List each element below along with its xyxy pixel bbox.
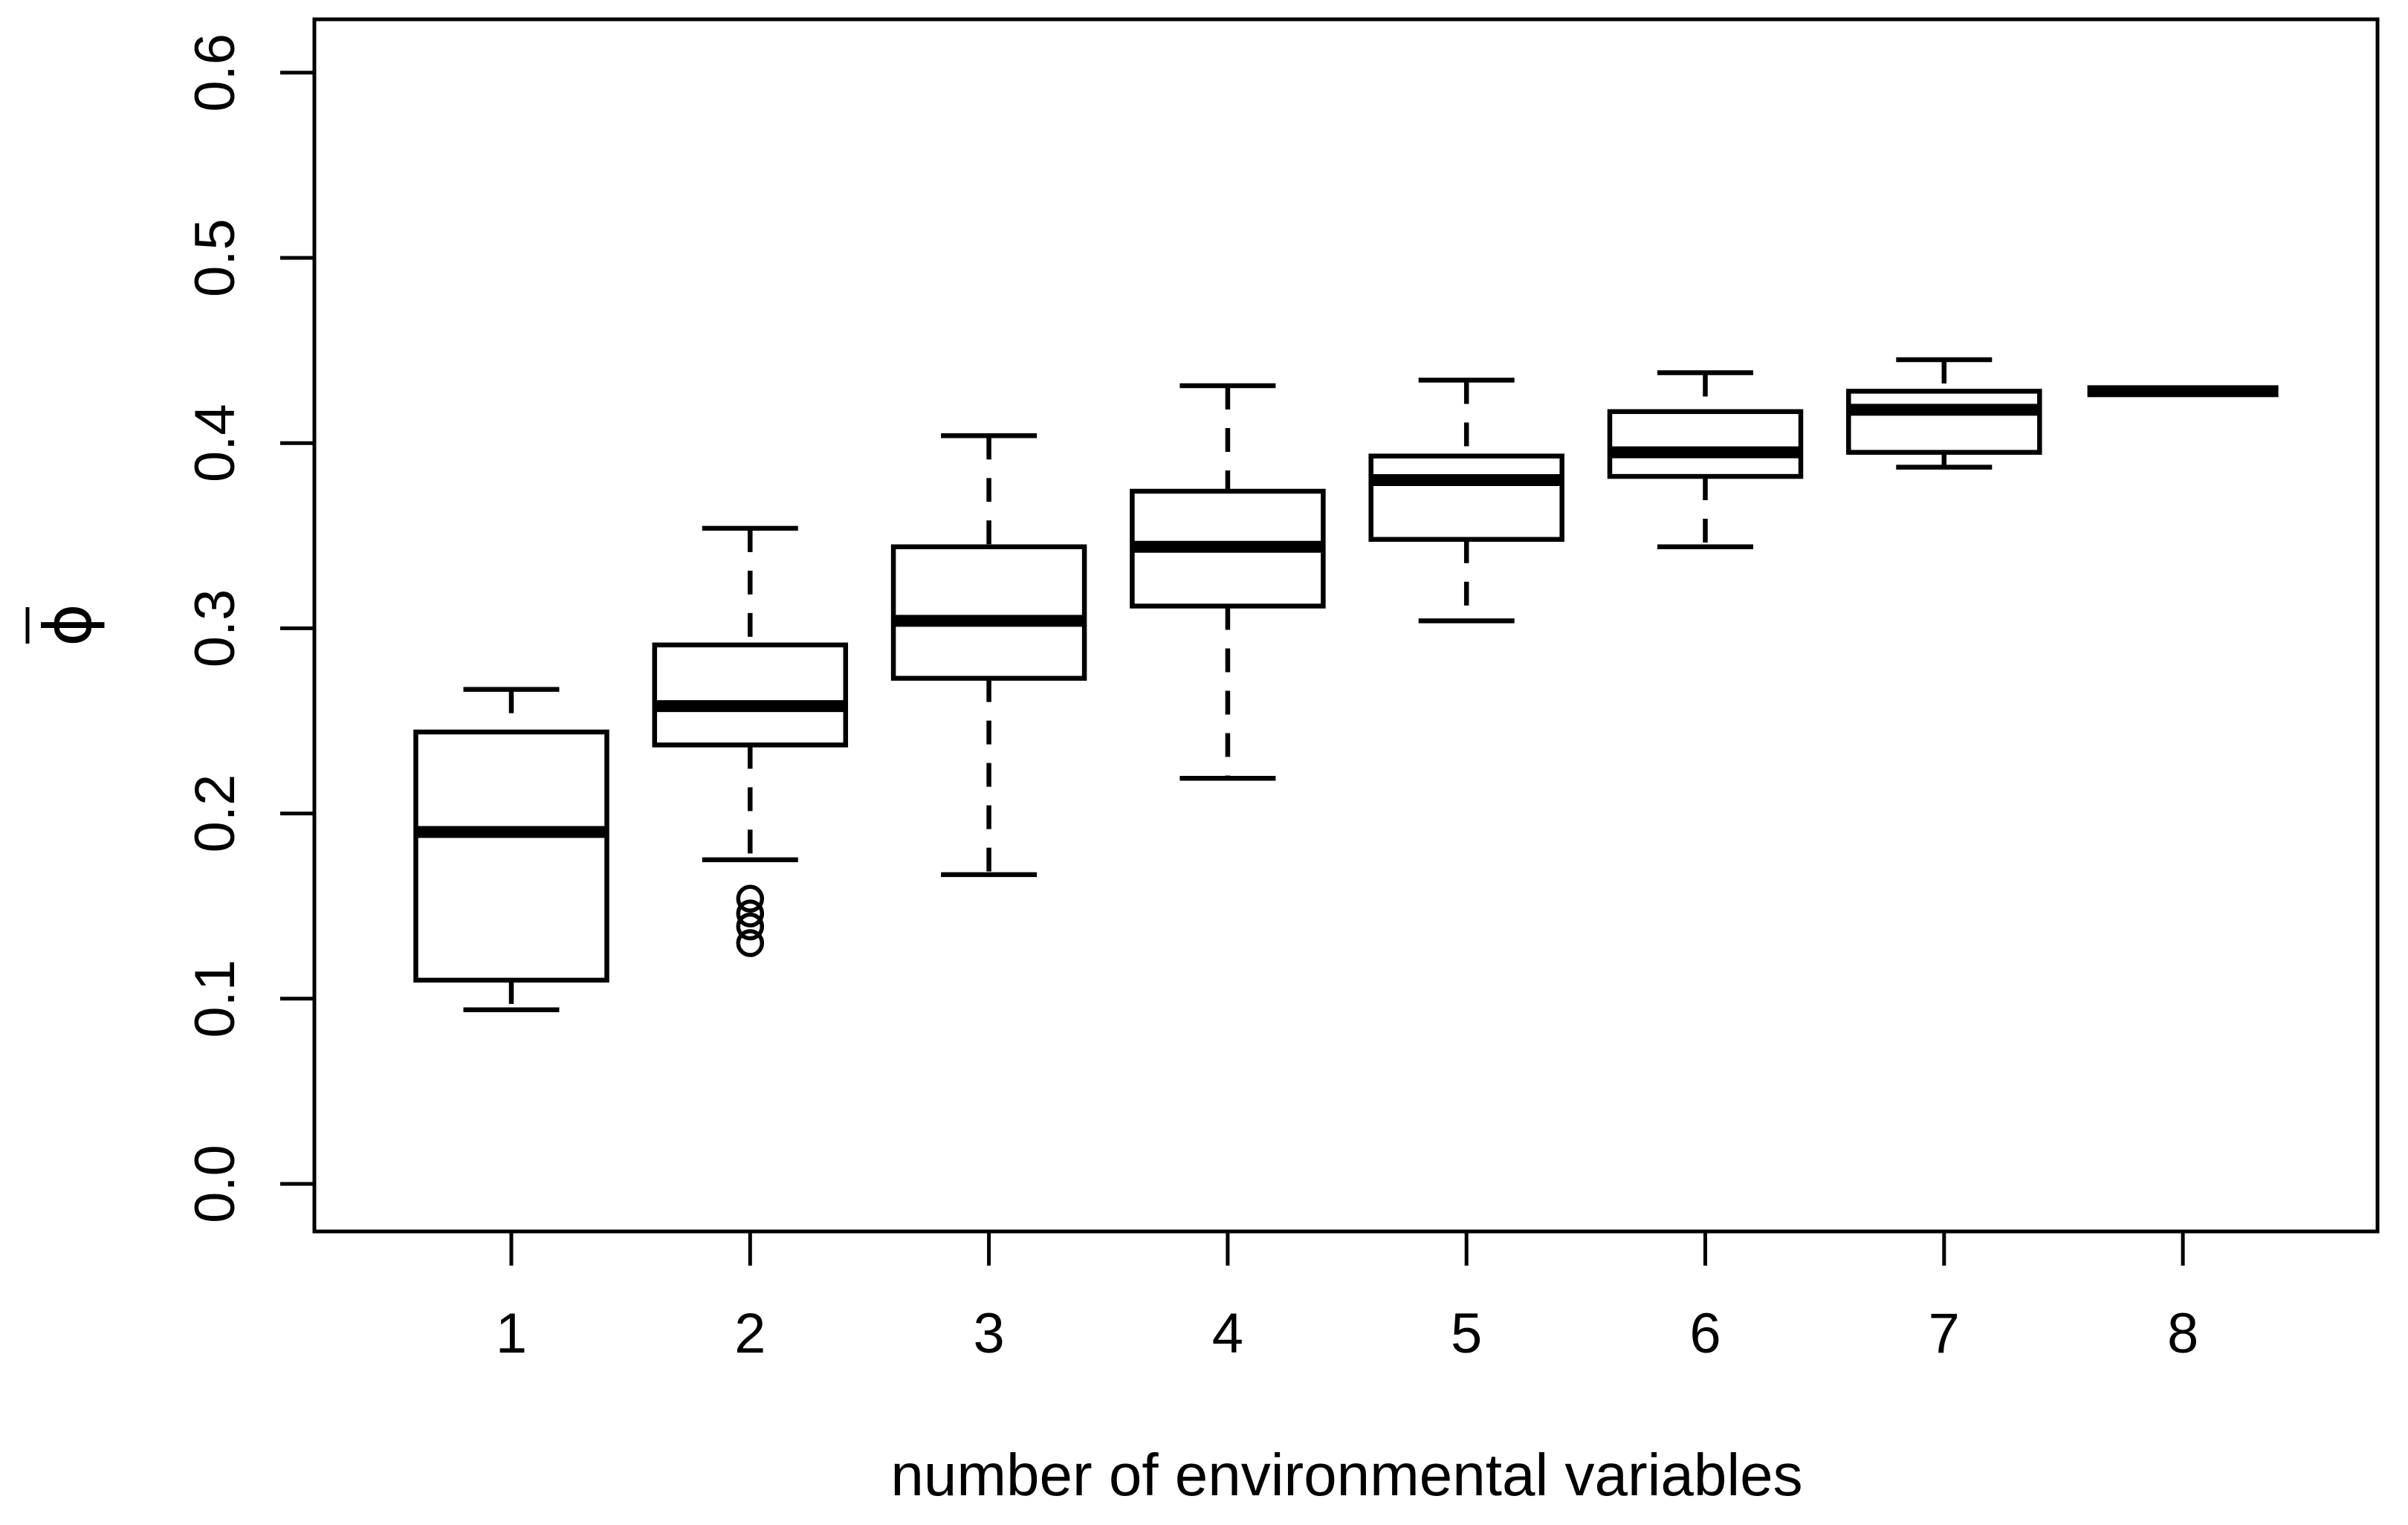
y-axis-tick-label: 0.0 <box>184 1144 247 1223</box>
x-axis-tick-label: 2 <box>734 1302 766 1365</box>
box-group-7 <box>1846 357 2042 470</box>
box-group-5 <box>1368 378 1564 624</box>
y-axis-tick-label: 0.5 <box>184 218 247 297</box>
outlier-point <box>736 899 765 927</box>
iqr-box <box>890 544 1087 681</box>
x-axis-tick-label: 6 <box>1689 1302 1721 1365</box>
iqr-box <box>652 642 849 748</box>
plot-frame <box>312 17 2380 1234</box>
box-group-1 <box>413 687 609 1013</box>
y-axis-tick-label: 0.4 <box>184 404 247 482</box>
outlier-point <box>736 884 765 913</box>
x-axis-tick-label: 4 <box>1212 1302 1243 1365</box>
box-group-4 <box>1130 383 1326 781</box>
box-group-6 <box>1607 370 1804 550</box>
box-group-3 <box>890 433 1087 878</box>
outlier-point <box>736 912 765 941</box>
y-axis-tick-label: 0.3 <box>184 589 247 668</box>
x-axis-tick-label: 1 <box>496 1302 527 1365</box>
outlier-point <box>736 929 765 957</box>
x-axis-tick-label: 7 <box>1929 1302 1960 1365</box>
y-axis-title-group: ϕ <box>25 603 106 647</box>
x-axis-tick-label: 8 <box>2167 1302 2198 1365</box>
y-axis-tick-label: 0.6 <box>184 33 247 112</box>
y-axis-tick-label: 0.1 <box>184 959 247 1038</box>
y-axis-title: ϕ <box>30 603 106 647</box>
x-axis-tick-label: 3 <box>973 1302 1004 1365</box>
y-axis-tick-label: 0.2 <box>184 774 247 853</box>
box-group-2 <box>652 525 849 957</box>
iqr-box <box>1368 453 1564 543</box>
y-axis: 0.0 0.1 0.2 0.3 0.4 0.5 0.6 <box>184 33 314 1223</box>
iqr-box <box>1846 389 2042 455</box>
x-axis-tick-label: 5 <box>1451 1302 1482 1365</box>
boxplot-series <box>413 357 2279 1013</box>
iqr-box <box>1607 409 1804 479</box>
x-axis: 1 2 3 4 5 6 7 8 <box>496 1231 2198 1365</box>
x-axis-title: number of environmental variables <box>890 1442 1802 1508</box>
plot-area <box>312 17 2380 1234</box>
iqr-box <box>413 729 609 983</box>
